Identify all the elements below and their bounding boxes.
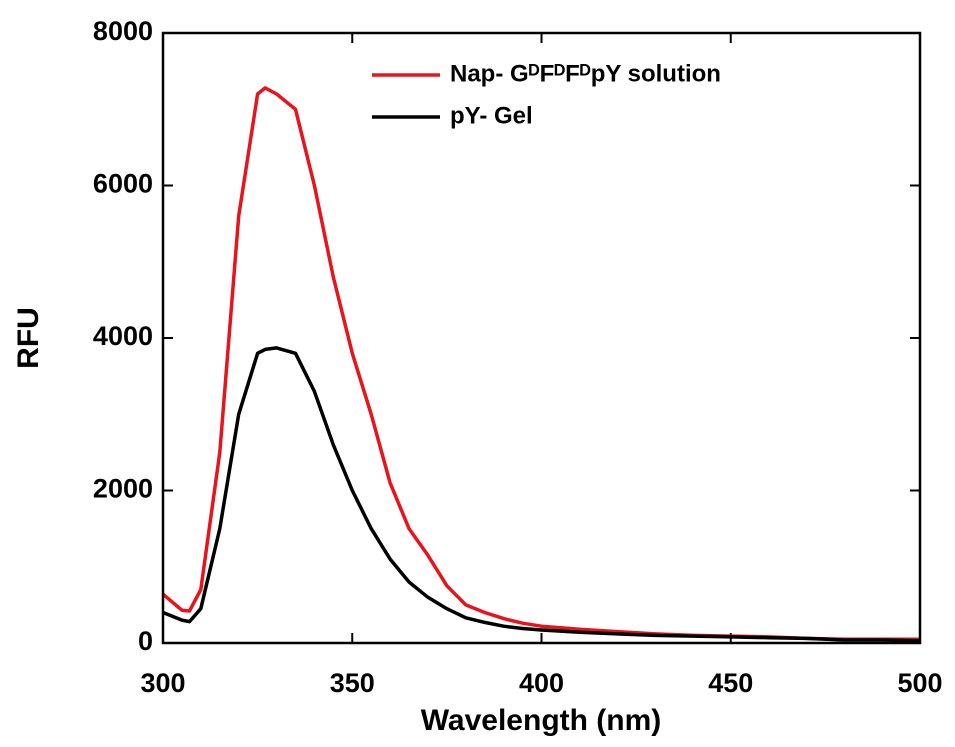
y-tick-label: 2000 xyxy=(93,474,153,504)
x-tick-label: 500 xyxy=(897,668,942,698)
y-tick-label: 6000 xyxy=(93,169,153,199)
x-tick-label: 450 xyxy=(708,668,753,698)
x-tick-label: 350 xyxy=(330,668,375,698)
legend-label: pY- Gel xyxy=(450,102,533,129)
y-axis-title: RFU xyxy=(12,307,45,369)
data-line xyxy=(161,86,920,641)
x-tick-label: 300 xyxy=(140,668,185,698)
data-line xyxy=(162,346,921,643)
x-axis-title: Wavelength (nm) xyxy=(421,704,662,737)
y-tick-label: 8000 xyxy=(93,16,153,46)
y-tick-label: 4000 xyxy=(93,321,153,351)
y-tick-label: 0 xyxy=(138,626,153,656)
legend-label: Nap- GᴰFᴰFᴰpY solution xyxy=(450,60,721,87)
plot-frame xyxy=(161,31,922,645)
x-tick-label: 400 xyxy=(519,668,564,698)
